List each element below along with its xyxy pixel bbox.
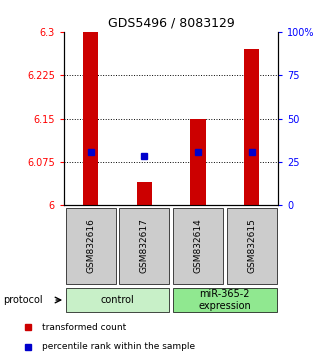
Bar [173, 208, 223, 284]
Bar [66, 208, 116, 284]
Text: GSM832617: GSM832617 [140, 218, 149, 274]
Text: GSM832614: GSM832614 [194, 219, 203, 273]
Title: GDS5496 / 8083129: GDS5496 / 8083129 [108, 16, 235, 29]
Text: GSM832616: GSM832616 [86, 218, 95, 274]
Text: miR-365-2
expression: miR-365-2 expression [198, 289, 251, 311]
Bar [227, 208, 276, 284]
Bar [137, 182, 152, 205]
Bar [244, 49, 259, 205]
Text: GSM832615: GSM832615 [247, 218, 256, 274]
Bar [173, 288, 276, 312]
Text: control: control [101, 295, 134, 305]
Text: transformed count: transformed count [43, 323, 127, 332]
Bar [119, 208, 169, 284]
Bar [66, 288, 169, 312]
Bar [190, 119, 205, 205]
Bar [83, 32, 98, 205]
Text: percentile rank within the sample: percentile rank within the sample [43, 342, 196, 352]
Text: protocol: protocol [3, 295, 43, 305]
